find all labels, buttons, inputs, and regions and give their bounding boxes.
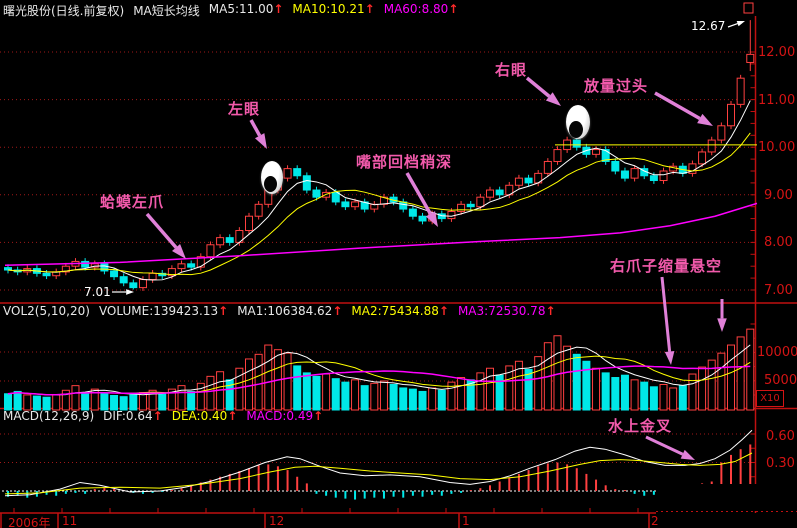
volume-value: VOLUME:139423.13↑ (98, 304, 229, 318)
dea-value: DEA:0.40↑ (171, 409, 238, 423)
up-arrow-icon: ↑ (448, 2, 459, 16)
volume-tick-label: 10000 (757, 345, 797, 360)
annotation-mouth-pullback: 嘴部回档稍深 (356, 153, 453, 171)
vol-indicator-label[interactable]: VOL2(5,10,20) (3, 304, 90, 318)
up-arrow-icon: ↑ (227, 409, 238, 423)
macd-tick-label: 0.30 (766, 456, 795, 471)
volume-layer (4, 328, 755, 411)
candles-layer (4, 20, 755, 291)
stock-title: 曙光股份(日线.前复权) (3, 4, 125, 18)
up-arrow-icon: ↑ (545, 304, 556, 318)
up-arrow-icon: ↑ (364, 2, 375, 16)
toad-left-eye-icon (261, 161, 283, 194)
blank-overlay-box (656, 484, 797, 511)
time-label-year: 2006年 (8, 516, 51, 528)
vol-ma3-value: MA3:72530.78↑ (457, 304, 556, 318)
low-price-callout: 7.01 (84, 285, 111, 299)
annotation-right-claw: 右爪子缩量悬空 (610, 257, 723, 275)
volume-tick-label: 5000 (764, 373, 797, 388)
vol-ma1-value: MA1:106384.62↑ (237, 304, 343, 318)
dif-value: DIF:0.64↑ (103, 409, 163, 423)
macd-header: MACD(12,26,9) DIF:0.64↑ DEA:0.40↑ MACD:0… (3, 409, 323, 423)
annotation-right-eye: 右眼 (495, 61, 528, 79)
price-tick-label: 11.00 (758, 93, 796, 108)
up-arrow-icon: ↑ (332, 304, 343, 318)
up-arrow-icon: ↑ (438, 304, 449, 318)
ma-subtitle: MA短长均线 (133, 4, 200, 18)
ma5-value[interactable]: MA5:11.00↑ (208, 2, 284, 16)
macd-tick-label: 0.60 (766, 429, 795, 444)
macd-value: MACD:0.49↑ (246, 409, 324, 423)
price-tick-label: 12.00 (758, 45, 796, 60)
volume-multiplier-badge: X10 (756, 390, 784, 407)
volume-header: VOL2(5,10,20) VOLUME:139423.13↑ MA1:1063… (3, 304, 556, 318)
price-tick-label: 7.00 (764, 283, 793, 298)
time-label-month: 11 (62, 514, 78, 528)
main-header: 曙光股份(日线.前复权) MA短长均线 MA5:11.00↑ MA10:10.2… (3, 2, 458, 19)
ma10-value[interactable]: MA10:10.21↑ (292, 2, 375, 16)
ma60-value[interactable]: MA60:8.80↑ (383, 2, 459, 16)
time-label-month: 1 (462, 514, 470, 528)
left-eye-pupil (264, 176, 277, 192)
right-eye-pupil (569, 121, 583, 138)
price-tick-label: 9.00 (764, 188, 793, 203)
annotation-golden-cross: 水上金叉 (608, 417, 673, 435)
vol-ma2-value: MA2:75434.88↑ (351, 304, 449, 318)
time-label-month: 2 (651, 514, 659, 528)
annotation-toad-left-claw: 蛤蟆左爪 (100, 193, 165, 211)
up-arrow-icon: ↑ (313, 409, 324, 423)
annotation-left-eye: 左眼 (228, 100, 261, 118)
macd-indicator-label[interactable]: MACD(12,26,9) (3, 409, 95, 423)
up-arrow-icon: ↑ (273, 2, 284, 16)
toad-right-eye-icon (566, 105, 590, 139)
price-tick-label: 10.00 (758, 140, 796, 155)
price-tick-label: 8.00 (764, 235, 793, 250)
time-label-month: 12 (269, 514, 285, 528)
up-arrow-icon: ↑ (218, 304, 229, 318)
high-price-callout: 12.67 (691, 19, 726, 33)
annotation-volume-over-head: 放量过头 (584, 77, 649, 95)
up-arrow-icon: ↑ (152, 409, 163, 423)
